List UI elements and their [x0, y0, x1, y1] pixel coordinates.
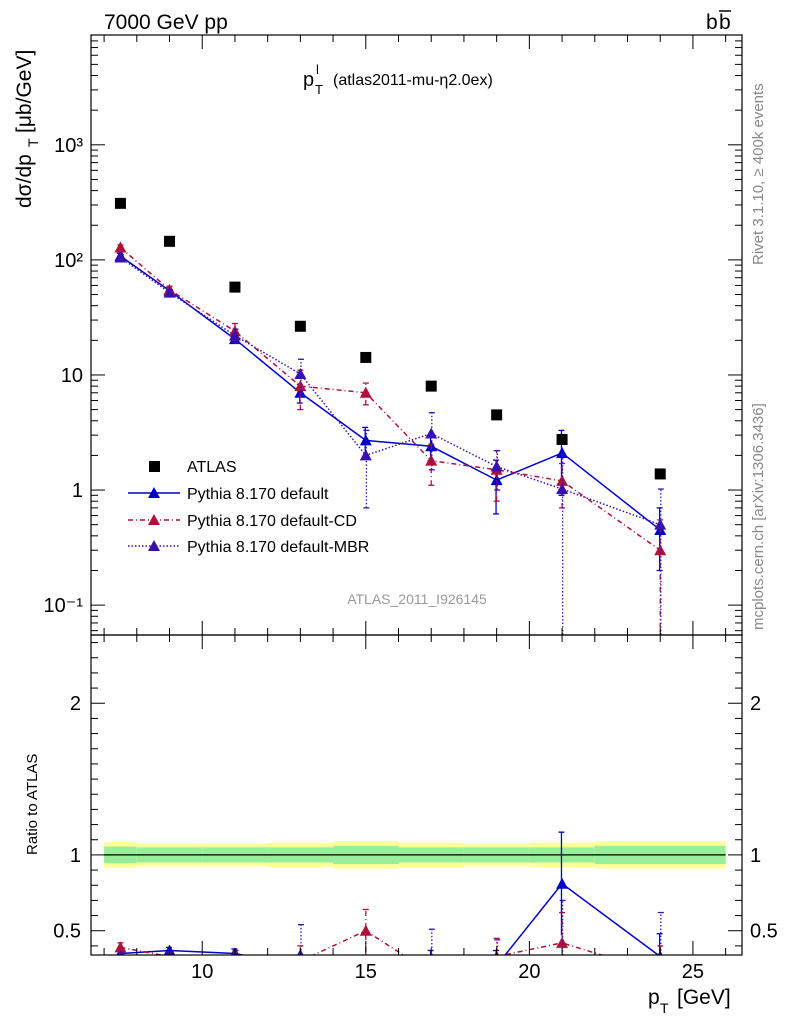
header-right: b [706, 11, 718, 34]
top-point-mbr [228, 329, 241, 341]
legend-entry-default: Pythia 8.170 default [128, 486, 329, 503]
top-point-default [556, 446, 569, 458]
bottom-xtick-label: 10 [191, 961, 213, 983]
plot-title-main: p [303, 69, 314, 91]
y-label-top-main: dσ/dp [13, 154, 36, 208]
top-point-mbr [114, 251, 127, 263]
bottom-point-mbr [117, 950, 123, 955]
legend-entry-mbr: Pythia 8.170 default-MBR [128, 539, 369, 556]
top-point-cd [294, 380, 307, 392]
y-label-top-sub: T [25, 138, 41, 147]
plot-title-sup: l [316, 62, 319, 77]
top-point-mbr [490, 460, 503, 472]
top-point-mbr [294, 367, 307, 379]
legend-marker-default [148, 487, 160, 498]
header-right-bar: b [719, 11, 731, 34]
top-point-atlas [425, 380, 437, 392]
top-point-mbr [556, 483, 569, 495]
legend-marker-atlas [149, 461, 160, 472]
top-line-cd [119, 246, 661, 551]
legend: ATLAS Pythia 8.170 default Pythia 8.170 … [128, 459, 369, 556]
plot-title-detail: (atlas2011-mu-η2.0ex) [333, 72, 493, 89]
top-ytick-label: 1 [72, 480, 83, 502]
top-series-cd [114, 241, 667, 635]
top-point-atlas [114, 197, 126, 209]
y-label-bottom: Ratio to ATLAS [24, 754, 41, 855]
watermark: ATLAS_2011_I926145 [347, 591, 487, 607]
top-point-atlas [556, 433, 568, 445]
top-line-mbr [120, 256, 661, 526]
x-label-unit: [GeV] [677, 986, 731, 1009]
bottom-point-cd [114, 941, 127, 953]
bottom-ytick-label-left: 0.5 [53, 921, 81, 943]
top-plot-area [114, 197, 667, 635]
top-panel: 10⁻¹ 1 10 10² 10³ [44, 34, 743, 636]
bottom-xtick-label: 25 [682, 961, 704, 983]
top-series-mbr [114, 251, 667, 635]
top-point-mbr [163, 286, 176, 298]
bottom-point-cd [425, 967, 437, 978]
top-ytick-label: 10⁻¹ [44, 595, 84, 617]
bottom-point-cd [229, 955, 241, 966]
bottom-ytick-label-right: 0.5 [750, 921, 778, 943]
y-axis-label-top: dσ/dp T [μb/GeV] [13, 50, 41, 208]
legend-marker-mbr [148, 540, 160, 551]
bottom-ytick-label-right: 2 [750, 693, 761, 715]
top-point-default [490, 474, 503, 486]
bottom-frame [90, 634, 743, 956]
top-point-mbr [359, 449, 372, 461]
plot-title-sub: T [315, 82, 323, 97]
bottom-panel: 0.5 0.5 1 1 2 2 10 15 20 25 [53, 634, 778, 983]
bottom-xtick-label: 20 [518, 961, 540, 983]
top-point-cd [114, 241, 127, 253]
y-label-top-unit: [μb/GeV] [13, 50, 36, 133]
top-point-atlas [164, 235, 176, 247]
top-ytick-label: 10² [54, 250, 83, 272]
top-point-atlas [491, 409, 503, 421]
top-point-atlas [229, 281, 241, 293]
top-point-mbr [425, 427, 438, 439]
legend-label-atlas: ATLAS [187, 459, 237, 476]
top-ytick-label: 10 [61, 365, 83, 387]
x-label-main: p [648, 986, 660, 1009]
top-ytick-label: 10³ [54, 135, 83, 157]
bottom-ytick-label-left: 1 [70, 845, 81, 867]
top-point-atlas [294, 320, 306, 332]
legend-label-mbr: Pythia 8.170 default-MBR [187, 539, 369, 556]
x-axis-label: p T [GeV] [648, 986, 731, 1016]
x-label-sub: T [660, 1000, 669, 1016]
rivet-label: Rivet 3.1.10, ≥ 400k events [750, 83, 767, 265]
plot-title: p l T (atlas2011-mu-η2.0ex) [303, 62, 493, 97]
bottom-point-cd [359, 924, 372, 936]
bottom-point-cd [654, 967, 666, 978]
bottom-point-cd [556, 936, 569, 948]
legend-entry-cd: Pythia 8.170 default-CD [128, 513, 357, 530]
top-point-cd [425, 454, 438, 466]
legend-label-cd: Pythia 8.170 default-CD [187, 513, 357, 530]
bottom-point-default [491, 960, 503, 971]
top-point-atlas [654, 468, 666, 480]
bottom-ytick-label-left: 2 [70, 693, 81, 715]
bottom-point-default [294, 961, 306, 972]
bottom-line-default [120, 882, 660, 955]
bottom-ytick-label-right: 1 [750, 845, 761, 867]
header-left: 7000 GeV pp [104, 11, 228, 34]
bottom-point-default [556, 877, 569, 889]
bottom-plot-area [104, 831, 726, 978]
bottom-point-cd [294, 955, 306, 966]
legend-label-default: Pythia 8.170 default [187, 486, 329, 503]
bottom-point-mbr [491, 955, 503, 966]
top-point-cd [359, 386, 372, 398]
top-point-mbr [654, 518, 667, 530]
bottom-point-mbr [556, 955, 568, 966]
legend-marker-cd [148, 514, 160, 525]
legend-entry-atlas: ATLAS [149, 459, 237, 476]
bottom-xtick-label: 15 [355, 961, 377, 983]
mcplots-label: mcplots.cern.ch [arXiv:1306.3436] [750, 403, 767, 630]
bottom-point-default [425, 955, 437, 966]
top-point-atlas [360, 351, 372, 363]
